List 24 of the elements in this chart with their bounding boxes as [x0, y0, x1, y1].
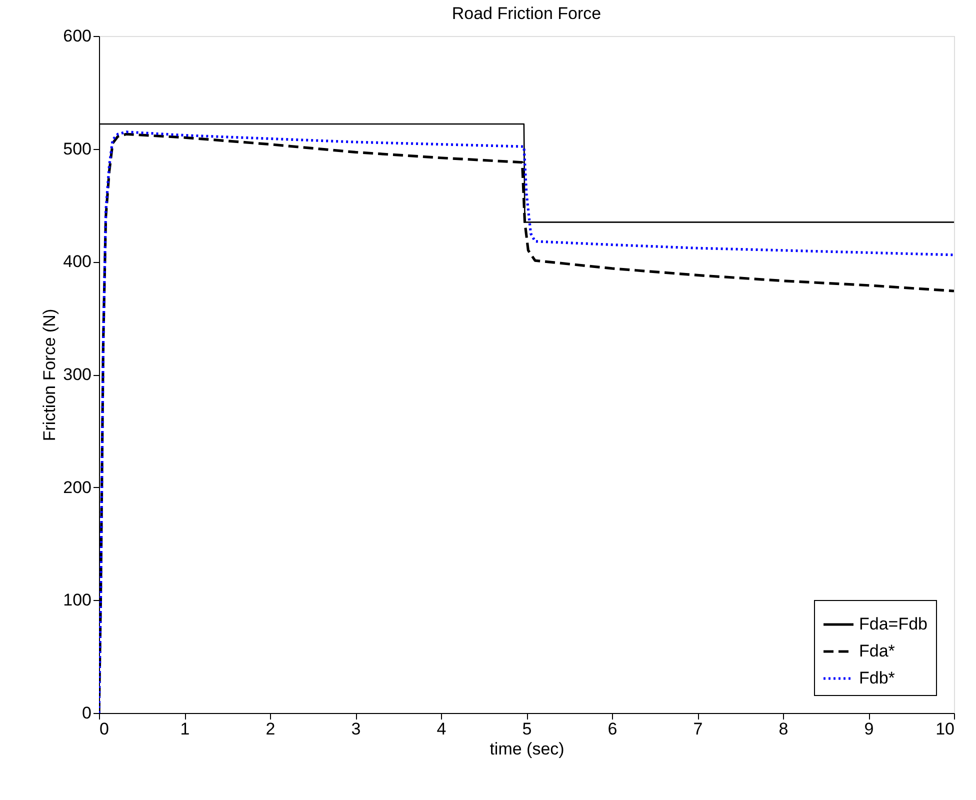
x-tick-label: 2 [266, 720, 276, 738]
x-tick-label: 0 [100, 720, 109, 738]
y-tick-label: 300 [63, 365, 92, 384]
x-tick-label: 5 [522, 720, 532, 738]
x-tick-label: 1 [180, 720, 190, 738]
x-tick-label: 3 [351, 720, 361, 738]
x-tick-label: 4 [436, 720, 446, 738]
y-tick-label: 600 [63, 26, 92, 46]
x-tick-label: 6 [608, 720, 618, 738]
y-tick-label: 100 [63, 590, 92, 610]
y-tick-label: 400 [63, 252, 92, 272]
x-tick-label: 8 [778, 720, 788, 738]
x-axis-title: time (sec) [490, 740, 564, 758]
x-tick-label: 7 [693, 720, 703, 738]
chart-title: Road Friction Force [452, 4, 602, 23]
x-tick-label: 10 [936, 720, 954, 738]
y-tick-label: 0 [82, 704, 92, 722]
legend-label: Fda* [859, 642, 896, 660]
legend-label: Fdb* [859, 668, 896, 688]
y-tick-label: 200 [63, 478, 92, 497]
y-tick-label: 500 [63, 139, 92, 158]
legend-label: Fda=Fdb [859, 614, 928, 634]
y-axis-title: Friction Force (N) [40, 308, 60, 442]
x-tick-label: 9 [864, 720, 874, 738]
